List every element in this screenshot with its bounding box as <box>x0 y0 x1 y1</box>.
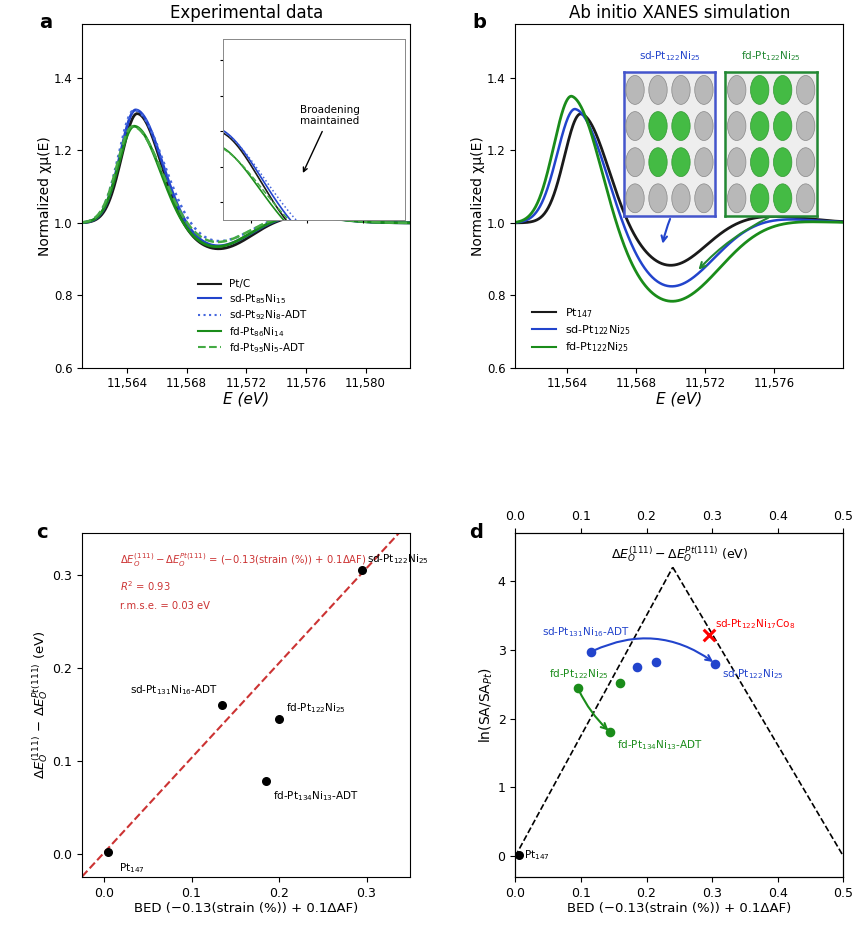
Text: c: c <box>36 522 48 541</box>
Legend: Pt$_{147}$, sd-Pt$_{122}$Ni$_{25}$, fd-Pt$_{122}$Ni$_{25}$: Pt$_{147}$, sd-Pt$_{122}$Ni$_{25}$, fd-P… <box>528 301 636 358</box>
Text: fd-Pt$_{134}$Ni$_{13}$-ADT: fd-Pt$_{134}$Ni$_{13}$-ADT <box>617 738 703 752</box>
Point <box>215 698 229 713</box>
X-axis label: E (eV): E (eV) <box>657 392 702 407</box>
Title: Experimental data: Experimental data <box>170 4 323 22</box>
Point <box>630 660 644 675</box>
Point <box>101 845 115 860</box>
Point <box>584 645 598 660</box>
X-axis label: BED (−0.13(strain (%)) + 0.1ΔAF): BED (−0.13(strain (%)) + 0.1ΔAF) <box>567 902 791 916</box>
Point <box>650 655 663 670</box>
Point <box>571 680 585 695</box>
Text: fd-Pt$_{134}$Ni$_{13}$-ADT: fd-Pt$_{134}$Ni$_{13}$-ADT <box>273 789 359 803</box>
Text: Pt$_{147}$: Pt$_{147}$ <box>524 848 549 862</box>
Y-axis label: Normalized χμ(E): Normalized χμ(E) <box>471 136 485 256</box>
Text: a: a <box>40 13 53 32</box>
Text: fd-Pt$_{122}$Ni$_{25}$: fd-Pt$_{122}$Ni$_{25}$ <box>286 701 346 715</box>
Text: b: b <box>472 13 486 32</box>
Text: $R^2$ = 0.93: $R^2$ = 0.93 <box>119 579 170 593</box>
Text: Pt$_{147}$: Pt$_{147}$ <box>119 862 144 875</box>
Text: d: d <box>470 522 484 541</box>
Point <box>604 725 618 740</box>
Text: fd-Pt$_{122}$Ni$_{25}$: fd-Pt$_{122}$Ni$_{25}$ <box>549 667 609 681</box>
Text: $\Delta E_O^{(111)} - \Delta E_O^{Pt(111)}$ (eV): $\Delta E_O^{(111)} - \Delta E_O^{Pt(111… <box>611 545 748 564</box>
Text: $\Delta E_O^{(111)} - \Delta E_O^{Pt(111)}$ = ($-$0.13(strain (%)) + 0.1$\Delta$: $\Delta E_O^{(111)} - \Delta E_O^{Pt(111… <box>119 552 367 570</box>
Y-axis label: Δ$E_O^{(111)}$ − Δ$E_O^{Pt(111)}$ (eV): Δ$E_O^{(111)}$ − Δ$E_O^{Pt(111)}$ (eV) <box>30 630 49 779</box>
Y-axis label: ln(SA/SA$_{Pt}$): ln(SA/SA$_{Pt}$) <box>477 667 495 742</box>
Text: sd-Pt$_{122}$Ni$_{17}$Co$_{8}$: sd-Pt$_{122}$Ni$_{17}$Co$_{8}$ <box>715 617 796 630</box>
Y-axis label: Normalized χμ(E): Normalized χμ(E) <box>38 136 52 256</box>
Text: sd-Pt$_{122}$Ni$_{25}$: sd-Pt$_{122}$Ni$_{25}$ <box>368 552 429 566</box>
Text: sd-Pt$_{131}$Ni$_{16}$-ADT: sd-Pt$_{131}$Ni$_{16}$-ADT <box>130 684 218 697</box>
Point <box>613 675 627 690</box>
Point <box>702 628 715 643</box>
Text: r.m.s.e. = 0.03 eV: r.m.s.e. = 0.03 eV <box>119 601 210 611</box>
X-axis label: BED (−0.13(strain (%)) + 0.1ΔAF): BED (−0.13(strain (%)) + 0.1ΔAF) <box>134 902 358 916</box>
Title: Ab initio XANES simulation: Ab initio XANES simulation <box>568 4 790 22</box>
Point <box>356 562 369 577</box>
X-axis label: E (eV): E (eV) <box>223 392 269 407</box>
Point <box>272 711 286 726</box>
Text: sd-Pt$_{122}$Ni$_{25}$: sd-Pt$_{122}$Ni$_{25}$ <box>722 667 784 681</box>
Point <box>259 774 272 789</box>
Point <box>511 848 525 863</box>
Text: sd-Pt$_{131}$Ni$_{16}$-ADT: sd-Pt$_{131}$Ni$_{16}$-ADT <box>541 625 629 639</box>
Point <box>708 656 722 671</box>
Legend: Pt/C, sd-Pt$_{85}$Ni$_{15}$, sd-Pt$_{92}$Ni$_{8}$-ADT, fd-Pt$_{86}$Ni$_{14}$, fd: Pt/C, sd-Pt$_{85}$Ni$_{15}$, sd-Pt$_{92}… <box>194 275 311 359</box>
